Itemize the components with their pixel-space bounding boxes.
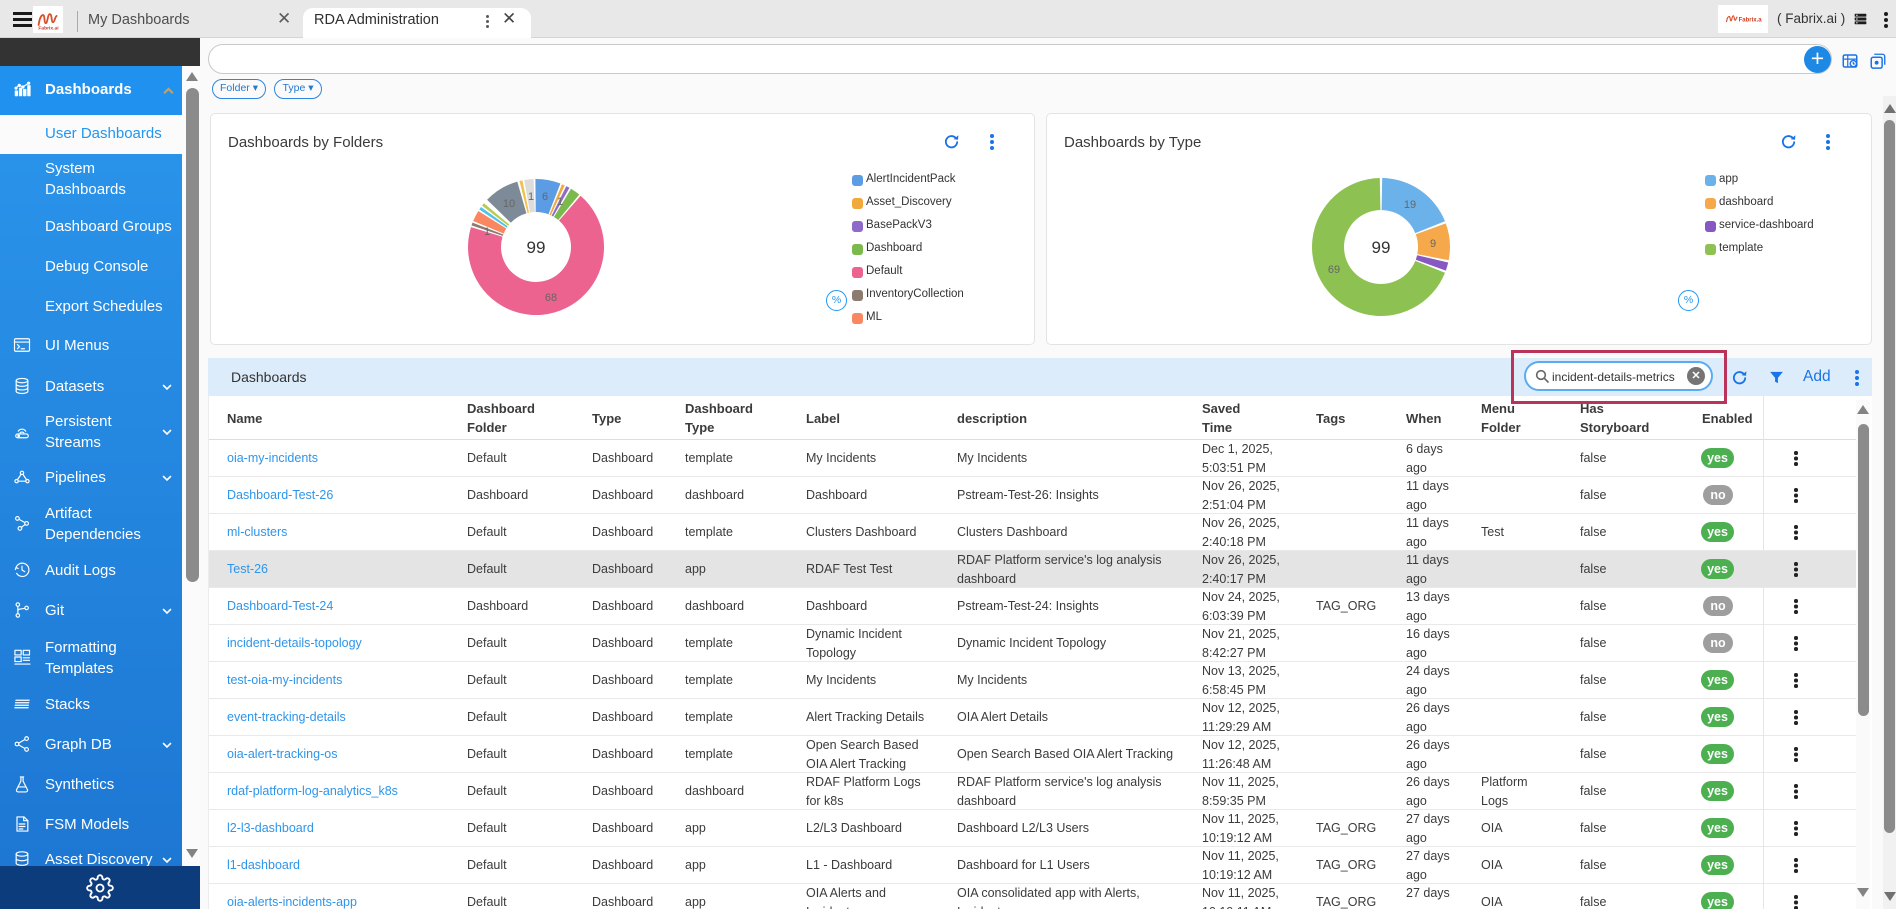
svg-text:1: 1 xyxy=(557,196,563,208)
svg-text:10: 10 xyxy=(503,198,515,210)
svg-text:1: 1 xyxy=(528,191,534,203)
svg-text:68: 68 xyxy=(545,292,557,304)
svg-text:69: 69 xyxy=(1328,264,1340,276)
svg-text:99: 99 xyxy=(1372,238,1391,257)
svg-text:1: 1 xyxy=(484,226,490,238)
svg-text:9: 9 xyxy=(1430,238,1436,250)
svg-text:99: 99 xyxy=(527,238,546,257)
svg-text:19: 19 xyxy=(1404,199,1416,211)
svg-text:Fabrix.ai: Fabrix.ai xyxy=(38,25,59,31)
svg-text:6: 6 xyxy=(542,191,548,203)
svg-text:Fabrix.ai: Fabrix.ai xyxy=(1739,18,1762,24)
